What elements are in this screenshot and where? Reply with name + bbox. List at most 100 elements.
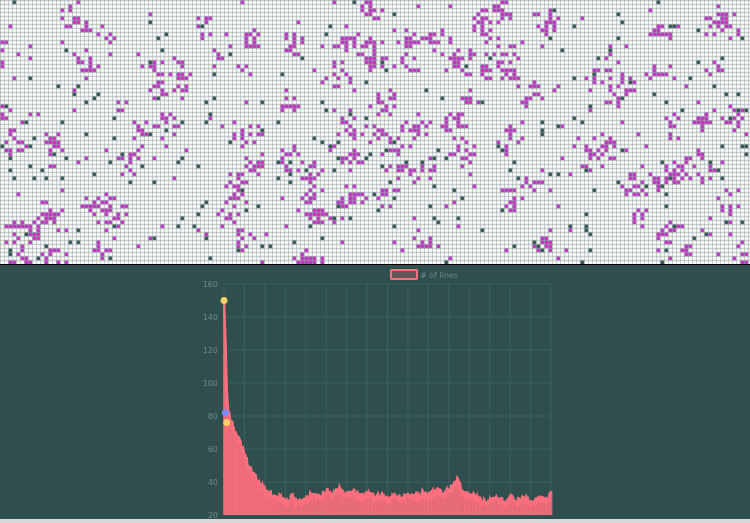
series-band-segment — [529, 500, 532, 515]
highlight-points — [220, 297, 231, 427]
series-band-segment — [243, 456, 246, 515]
series-band-segment — [487, 501, 490, 515]
series-band-segment — [280, 501, 283, 515]
series-band-segment — [223, 300, 226, 515]
series-band-segment — [462, 492, 465, 515]
series-band-segment — [409, 497, 412, 515]
series-band-segment — [303, 501, 307, 515]
life-grid-canvas[interactable] — [0, 0, 750, 264]
series-band-segment — [504, 504, 508, 515]
series-band-segment — [446, 489, 449, 515]
series-band-segment — [400, 499, 404, 515]
series-band-segment — [326, 492, 330, 515]
series-band-segment — [228, 415, 231, 515]
series-band-segment — [276, 496, 279, 515]
series-band-segment — [248, 469, 252, 515]
series-band-segment — [285, 504, 289, 515]
series-band-segment — [291, 494, 294, 515]
series-band-segment — [238, 440, 241, 515]
highlight-point[interactable] — [220, 297, 228, 304]
series-band-segment — [389, 498, 393, 515]
life-grid-panel[interactable] — [0, 0, 750, 264]
series-band-segment — [492, 497, 495, 515]
series-band-segment — [544, 498, 547, 515]
series-band-segment — [534, 503, 538, 515]
series-band-segment — [503, 505, 506, 515]
series-band-segment — [344, 495, 348, 515]
series-band-segment — [378, 497, 382, 515]
series-band-segment — [376, 495, 379, 515]
series-band-segment — [318, 499, 322, 515]
highlight-point[interactable] — [223, 419, 231, 427]
series-band-segment — [474, 502, 478, 515]
series-band-segment — [469, 494, 472, 515]
series-band-segment — [429, 492, 432, 515]
series-band-segment — [373, 499, 376, 515]
series-band-segment — [333, 492, 337, 515]
series-band-segment — [496, 498, 500, 515]
series-band-segment — [257, 482, 260, 515]
series-band-segment — [366, 493, 370, 515]
series-band-segment — [314, 494, 318, 515]
series-band-segment — [368, 496, 371, 515]
series-band-segment — [528, 500, 531, 515]
y-tick-label: 160 — [203, 280, 218, 289]
series-band-segment — [322, 495, 326, 515]
series-band-segment — [358, 495, 361, 515]
series-band-segment — [507, 498, 510, 515]
chart-legend[interactable]: # of lines — [390, 269, 458, 280]
series-band-segment — [406, 496, 409, 515]
series-band-segment — [324, 493, 327, 515]
series-band-segment — [524, 502, 527, 515]
series-band-segment — [320, 497, 323, 515]
series-band-segment — [266, 493, 270, 515]
series-band-segment — [296, 503, 300, 515]
series-band-segment — [290, 495, 293, 515]
y-tick-label: 40 — [208, 478, 218, 487]
series-band-segment — [255, 483, 259, 515]
series-band-segment — [387, 503, 390, 515]
y-tick-label: 100 — [203, 379, 218, 388]
series-band-segment — [482, 499, 486, 515]
series-band-segment — [316, 497, 319, 515]
series-band-segment — [488, 502, 491, 515]
series-band-segment — [305, 502, 308, 515]
series-band-segment — [385, 495, 389, 515]
series-band-segment — [417, 493, 420, 515]
series-band-segment — [435, 494, 438, 515]
series-band-segment — [307, 498, 311, 515]
series-band-segment — [540, 500, 543, 515]
line-count-chart: 20 40 60 80 100 120 140 160 # of lines — [203, 269, 553, 520]
series-band-segment — [508, 498, 512, 515]
series-band-segment — [339, 488, 342, 515]
series-band-segment — [279, 496, 282, 515]
series-band-segment — [424, 495, 427, 515]
series-band-segment — [306, 498, 309, 515]
series-band-segment — [232, 427, 235, 515]
series-band-segment — [231, 422, 234, 515]
series-band-segment — [346, 495, 349, 515]
legend-swatch[interactable] — [390, 269, 418, 280]
series-band-segment — [428, 493, 431, 515]
series-band-segment — [391, 495, 394, 515]
series-band-segment — [247, 466, 251, 515]
series-band-segment — [384, 500, 387, 515]
series-band-segment — [372, 494, 375, 515]
series-band-segment — [513, 501, 516, 515]
series-band-segment — [244, 459, 248, 515]
series-band-segment — [403, 498, 407, 515]
series-band-segment — [530, 505, 534, 515]
series-band-segment — [284, 501, 287, 515]
series-band-segment — [526, 498, 530, 515]
series-band-segment — [410, 494, 413, 515]
series-band-segment — [485, 504, 489, 515]
series-band-segment — [477, 498, 480, 515]
highlight-point[interactable] — [221, 409, 229, 417]
series-band-segment — [302, 500, 305, 515]
series-band-segment — [440, 495, 443, 515]
series-band-segment — [414, 494, 417, 515]
series-band-segment — [321, 496, 324, 515]
series-band-segment — [329, 495, 333, 515]
series-band-segment — [328, 492, 331, 515]
series-band-segment — [461, 492, 464, 515]
